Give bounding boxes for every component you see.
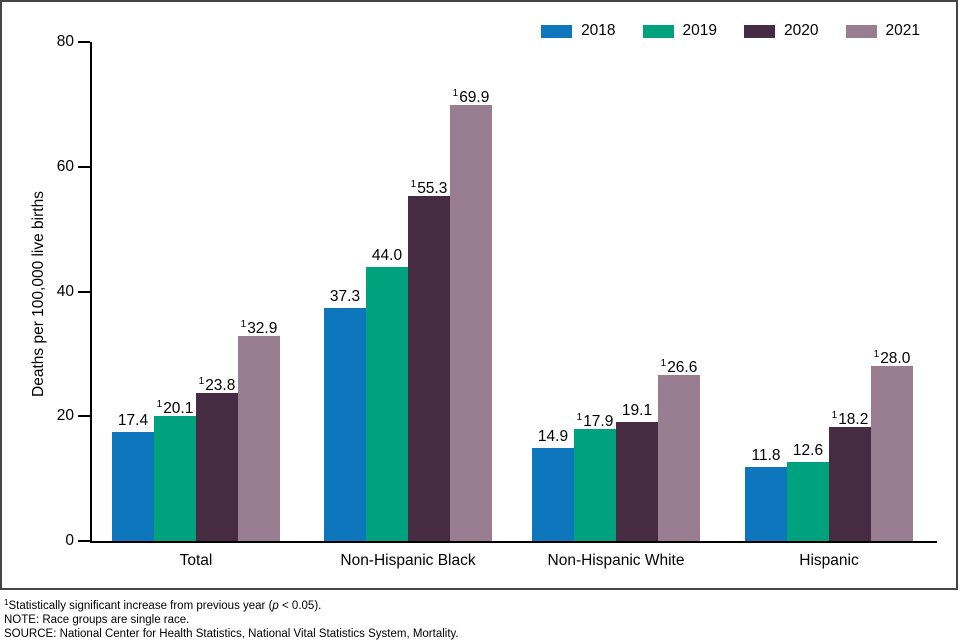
footnote-note: NOTE: Race groups are single race. [4, 613, 190, 626]
value-label: 132.9 [240, 318, 278, 337]
value-label: 169.9 [452, 87, 490, 106]
significance-superscript: 1 [873, 349, 880, 361]
footnote-source: SOURCE: National Center for Health Stati… [4, 627, 459, 640]
category-label-hispanic: Hispanic [799, 552, 859, 569]
y-axis-tick [78, 540, 90, 542]
bar-2020-hispanic [829, 427, 871, 541]
category-label-total: Total [179, 552, 213, 569]
legend-swatch-icon [845, 24, 877, 38]
value-label: 128.0 [873, 349, 911, 368]
legend-item-2021: 2021 [845, 22, 920, 40]
bar-2019-hispanic [787, 462, 829, 541]
y-tick-label: 0 [65, 532, 74, 549]
value-label: 155.3 [410, 179, 448, 198]
value-label: 126.6 [660, 358, 698, 377]
significance-superscript: 1 [410, 179, 417, 191]
bar-2019-total [154, 415, 196, 541]
y-axis-tick [78, 165, 90, 168]
value-label: 120.1 [156, 398, 194, 417]
footnote-significance-rest: < 0.05). [278, 600, 322, 612]
significance-superscript: 1 [660, 358, 667, 370]
value-label: 44.0 [371, 246, 403, 264]
footnote-significance-text: Statistically significant increase from … [8, 600, 273, 612]
legend-label: 2021 [885, 22, 920, 39]
legend-label: 2020 [784, 22, 819, 39]
significance-superscript: 1 [156, 398, 163, 410]
value-label: 37.3 [329, 288, 361, 306]
bar-2019-non-hispanic-white [574, 429, 616, 541]
legend-item-2019: 2019 [642, 22, 718, 40]
value-label: 12.6 [792, 442, 824, 460]
bar-2021-hispanic [871, 366, 913, 541]
footnote-significance: 1Statistically significant increase from… [4, 596, 459, 614]
significance-superscript: 1 [452, 87, 459, 99]
value-label: 14.9 [537, 428, 569, 446]
y-tick-label: 20 [56, 407, 74, 425]
value-label: 11.8 [751, 447, 781, 465]
plot-area: 0 20 40 60 80 17.4 120.1 123.8 132.9 Total 37.3 44.… [57, 33, 937, 569]
bar-2021-non-hispanic-white [658, 375, 700, 541]
legend-item-2020: 2020 [744, 22, 819, 40]
y-tick-label: 80 [56, 33, 74, 50]
y-axis-tick [78, 290, 90, 293]
chart-frame: Deaths per 100,000 live births 2018 2019 2… [0, 0, 958, 590]
footnote-superscript: 1 [4, 598, 9, 607]
bar-2018-total [112, 432, 154, 541]
bar-2020-total [196, 392, 238, 541]
value-label: 117.9 [576, 412, 614, 431]
value-label: 17.4 [117, 412, 149, 430]
legend-label: 2019 [682, 22, 718, 39]
category-label-non-hispanic-white: Non-Hispanic White [547, 552, 685, 569]
bar-2021-total [238, 335, 280, 541]
y-tick-label: 60 [56, 157, 74, 175]
legend-item-2018: 2018 [541, 22, 616, 40]
bar-2021-non-hispanic-black [450, 104, 492, 541]
bar-2018-non-hispanic-white [532, 448, 574, 541]
legend-swatch-icon [642, 24, 674, 38]
footnotes: 1Statistically significant increase from… [4, 596, 459, 641]
category-label-non-hispanic-black: Non-Hispanic Black [340, 552, 476, 569]
bar-2018-non-hispanic-black [324, 308, 366, 541]
significance-superscript: 1 [240, 318, 247, 330]
bar-2020-non-hispanic-white [616, 421, 658, 541]
significance-superscript: 1 [198, 375, 205, 387]
value-label: 123.8 [198, 375, 236, 394]
significance-superscript: 1 [576, 412, 583, 424]
y-tick-label: 40 [56, 282, 74, 300]
bar-2020-non-hispanic-black [408, 196, 450, 541]
value-label: 19.1 [621, 401, 653, 419]
legend: 2018 2019 2020 2021 [541, 22, 920, 40]
value-label: 118.2 [831, 410, 869, 429]
y-axis-tick [78, 41, 90, 43]
bar-2018-hispanic [745, 467, 787, 541]
significance-superscript: 1 [831, 410, 838, 422]
y-axis-tick [78, 415, 90, 418]
legend-swatch-icon [744, 24, 776, 38]
footnote-p-italic: p [272, 600, 279, 612]
legend-label: 2018 [581, 22, 616, 39]
legend-swatch-icon [541, 24, 573, 38]
bar-2019-non-hispanic-black [366, 266, 408, 541]
